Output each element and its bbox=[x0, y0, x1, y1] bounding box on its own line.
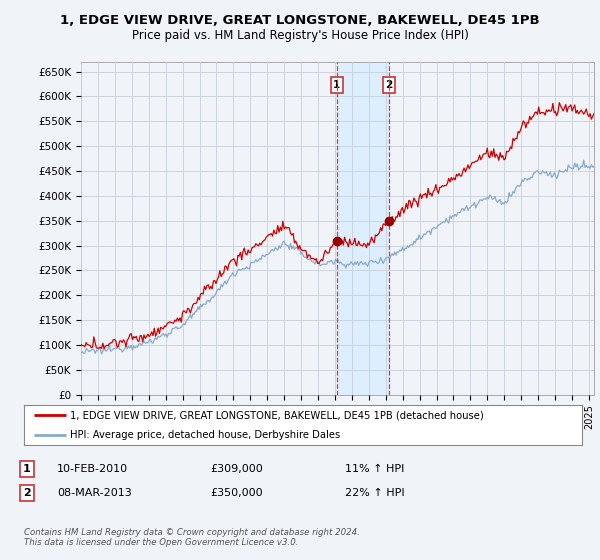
Text: 2: 2 bbox=[385, 80, 392, 90]
Text: £350,000: £350,000 bbox=[210, 488, 263, 498]
Bar bbox=[337, 62, 389, 395]
Text: 2: 2 bbox=[23, 488, 31, 498]
Text: 08-MAR-2013: 08-MAR-2013 bbox=[57, 488, 132, 498]
Text: 1: 1 bbox=[23, 464, 31, 474]
Text: 10-FEB-2010: 10-FEB-2010 bbox=[57, 464, 128, 474]
Text: HPI: Average price, detached house, Derbyshire Dales: HPI: Average price, detached house, Derb… bbox=[70, 430, 340, 440]
Text: 1, EDGE VIEW DRIVE, GREAT LONGSTONE, BAKEWELL, DE45 1PB: 1, EDGE VIEW DRIVE, GREAT LONGSTONE, BAK… bbox=[60, 14, 540, 27]
Text: £309,000: £309,000 bbox=[210, 464, 263, 474]
Text: 11% ↑ HPI: 11% ↑ HPI bbox=[345, 464, 404, 474]
Text: Contains HM Land Registry data © Crown copyright and database right 2024.
This d: Contains HM Land Registry data © Crown c… bbox=[24, 528, 360, 547]
Text: 1: 1 bbox=[333, 80, 340, 90]
Text: Price paid vs. HM Land Registry's House Price Index (HPI): Price paid vs. HM Land Registry's House … bbox=[131, 29, 469, 42]
Text: 1, EDGE VIEW DRIVE, GREAT LONGSTONE, BAKEWELL, DE45 1PB (detached house): 1, EDGE VIEW DRIVE, GREAT LONGSTONE, BAK… bbox=[70, 410, 484, 421]
Text: 22% ↑ HPI: 22% ↑ HPI bbox=[345, 488, 404, 498]
